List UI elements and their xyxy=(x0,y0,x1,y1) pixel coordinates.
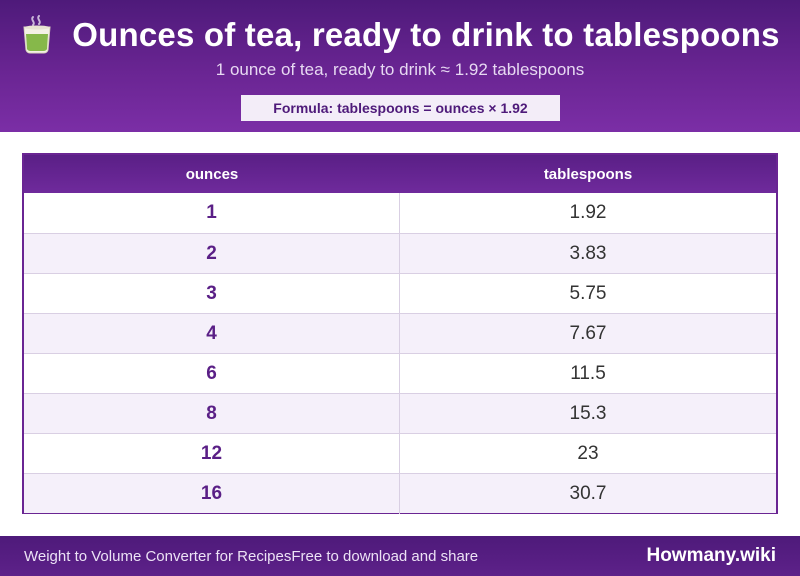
table-row: 3 5.75 xyxy=(24,273,776,314)
table-row: 16 30.7 xyxy=(24,473,776,514)
header-banner: Ounces of tea, ready to drink to tablesp… xyxy=(0,0,800,132)
column-header-tablespoons: tablespoons xyxy=(543,165,633,183)
table-row: 8 15.3 xyxy=(24,393,776,434)
footer-share-note: Free to download and share xyxy=(291,547,479,565)
tablespoons-cell: 30.7 xyxy=(569,483,607,504)
footer-tagline: Weight to Volume Converter for Recipes Fr… xyxy=(24,536,478,576)
ounces-cell: 2 xyxy=(24,234,400,274)
tablespoons-cell: 23 xyxy=(577,443,599,464)
table-row: 2 3.83 xyxy=(24,233,776,274)
ounces-cell: 8 xyxy=(24,394,400,434)
tablespoons-cell: 11.5 xyxy=(570,363,606,384)
tablespoons-cell: 1.92 xyxy=(569,202,607,223)
table-row: 6 11.5 xyxy=(24,353,776,394)
column-header-ounces: ounces xyxy=(185,165,239,183)
tablespoons-cell: 15.3 xyxy=(569,403,607,424)
tablespoons-cell: 3.83 xyxy=(569,243,607,264)
tablespoons-cell: 5.75 xyxy=(569,283,607,304)
tea-cup-icon xyxy=(20,15,54,55)
ounces-cell: 1 xyxy=(24,193,400,233)
formula-badge: Formula: tablespoons = ounces × 1.92 xyxy=(241,95,560,121)
ounces-cell: 4 xyxy=(24,314,400,354)
ounces-cell: 3 xyxy=(24,274,400,314)
brand-link[interactable]: Howmany.wiki xyxy=(646,545,776,566)
tablespoons-cell: 7.67 xyxy=(569,323,607,344)
page-title: Ounces of tea, ready to drink to tablesp… xyxy=(72,16,780,53)
table-body: 1 1.92 2 3.83 3 5.75 4 7.67 6 11.5 8 15.… xyxy=(24,193,776,514)
table-row: 1 1.92 xyxy=(24,193,776,233)
conversion-table: ounces tablespoons 1 1.92 2 3.83 3 5.75 … xyxy=(22,153,778,514)
table-row: 4 7.67 xyxy=(24,313,776,354)
ounces-cell: 16 xyxy=(24,474,400,514)
footer-bar: Weight to Volume Converter for Recipes Fr… xyxy=(0,536,800,576)
title-row: Ounces of tea, ready to drink to tablesp… xyxy=(0,12,800,58)
table-row: 12 23 xyxy=(24,433,776,474)
ounces-cell: 6 xyxy=(24,354,400,394)
footer-app-name: Weight to Volume Converter for Recipes xyxy=(24,547,292,565)
ounces-cell: 12 xyxy=(24,434,400,474)
conversion-summary: 1 ounce of tea, ready to drink ≈ 1.92 ta… xyxy=(215,60,585,79)
table-header: ounces tablespoons xyxy=(24,155,776,193)
